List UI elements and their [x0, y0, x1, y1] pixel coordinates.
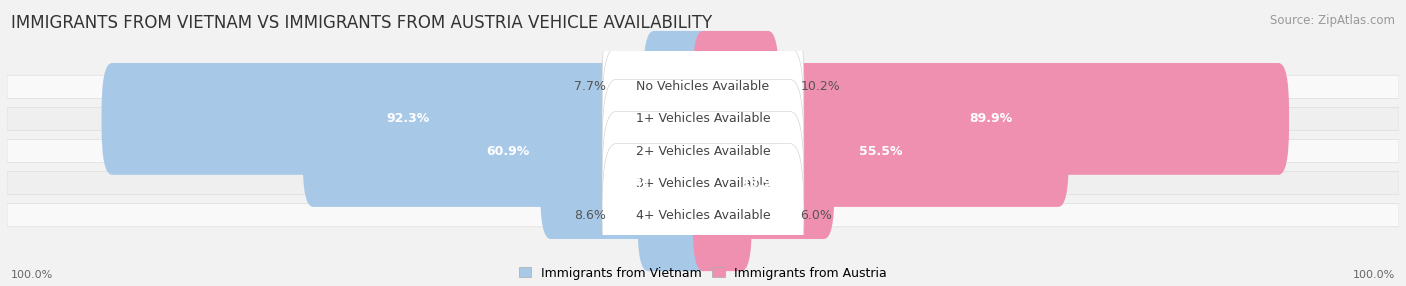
Text: 8.6%: 8.6% — [574, 209, 606, 222]
Text: 2+ Vehicles Available: 2+ Vehicles Available — [636, 144, 770, 158]
Text: 100.0%: 100.0% — [11, 270, 53, 280]
Text: 55.5%: 55.5% — [859, 144, 903, 158]
FancyBboxPatch shape — [7, 140, 1399, 162]
Text: 4+ Vehicles Available: 4+ Vehicles Available — [636, 209, 770, 222]
FancyBboxPatch shape — [693, 31, 779, 143]
Text: Source: ZipAtlas.com: Source: ZipAtlas.com — [1270, 14, 1395, 27]
FancyBboxPatch shape — [7, 75, 1399, 98]
FancyBboxPatch shape — [602, 47, 804, 190]
FancyBboxPatch shape — [101, 63, 713, 175]
Text: No Vehicles Available: No Vehicles Available — [637, 80, 769, 93]
Text: 10.2%: 10.2% — [800, 80, 841, 93]
Text: 60.9%: 60.9% — [486, 144, 530, 158]
FancyBboxPatch shape — [644, 31, 713, 143]
FancyBboxPatch shape — [602, 112, 804, 255]
FancyBboxPatch shape — [602, 144, 804, 286]
Text: 3+ Vehicles Available: 3+ Vehicles Available — [636, 177, 770, 190]
Text: 23.8%: 23.8% — [605, 177, 648, 190]
FancyBboxPatch shape — [302, 95, 713, 207]
FancyBboxPatch shape — [602, 80, 804, 223]
Text: 100.0%: 100.0% — [1353, 270, 1395, 280]
Text: 92.3%: 92.3% — [385, 112, 429, 126]
Legend: Immigrants from Vietnam, Immigrants from Austria: Immigrants from Vietnam, Immigrants from… — [519, 267, 887, 279]
FancyBboxPatch shape — [540, 127, 713, 239]
Text: IMMIGRANTS FROM VIETNAM VS IMMIGRANTS FROM AUSTRIA VEHICLE AVAILABILITY: IMMIGRANTS FROM VIETNAM VS IMMIGRANTS FR… — [11, 14, 713, 32]
FancyBboxPatch shape — [693, 95, 1069, 207]
FancyBboxPatch shape — [693, 127, 834, 239]
Text: 1+ Vehicles Available: 1+ Vehicles Available — [636, 112, 770, 126]
FancyBboxPatch shape — [637, 159, 713, 271]
Text: 89.9%: 89.9% — [969, 112, 1012, 126]
Text: 18.9%: 18.9% — [742, 177, 785, 190]
FancyBboxPatch shape — [7, 204, 1399, 227]
FancyBboxPatch shape — [602, 15, 804, 158]
FancyBboxPatch shape — [7, 107, 1399, 130]
Text: 7.7%: 7.7% — [574, 80, 606, 93]
FancyBboxPatch shape — [693, 63, 1289, 175]
FancyBboxPatch shape — [693, 159, 752, 271]
Text: 6.0%: 6.0% — [800, 209, 832, 222]
FancyBboxPatch shape — [7, 172, 1399, 195]
